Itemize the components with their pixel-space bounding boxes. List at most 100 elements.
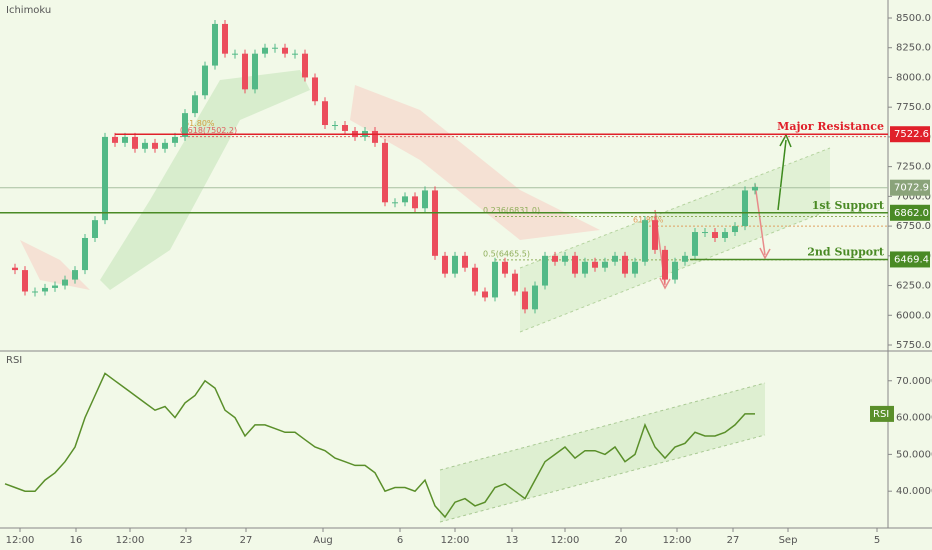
candle bbox=[182, 113, 188, 137]
price-tag-label: 7072.9 bbox=[894, 183, 929, 194]
price-tag bbox=[890, 126, 930, 143]
candle bbox=[442, 255, 448, 274]
candle bbox=[712, 232, 718, 238]
rsi-channel bbox=[440, 383, 765, 522]
candle bbox=[282, 47, 288, 54]
candle bbox=[272, 47, 278, 49]
level-name: 1st Support bbox=[812, 199, 885, 212]
x-tick-label: 13 bbox=[506, 535, 519, 546]
candle bbox=[642, 220, 648, 262]
y-tick-label: 40.0000 bbox=[896, 486, 932, 497]
candle bbox=[452, 255, 458, 274]
candle bbox=[152, 142, 158, 149]
candle bbox=[62, 279, 68, 286]
candle bbox=[342, 125, 348, 131]
candle bbox=[522, 291, 528, 310]
y-tick-label: 8500.0 bbox=[896, 13, 931, 24]
channel-line bbox=[439, 434, 766, 523]
arrow-head bbox=[779, 133, 792, 148]
x-tick-label: Sep bbox=[779, 535, 798, 546]
candle bbox=[312, 77, 318, 102]
chart-title: Ichimoku bbox=[6, 5, 51, 16]
fib-label: 0.236(6831.0) bbox=[483, 206, 540, 215]
cloud bbox=[100, 70, 310, 290]
candle bbox=[432, 190, 438, 256]
rsi-line bbox=[4, 372, 755, 519]
candle bbox=[92, 220, 98, 238]
candle bbox=[32, 291, 38, 293]
candle bbox=[202, 65, 208, 96]
level-name: 2nd Support bbox=[807, 245, 885, 258]
candle bbox=[662, 249, 668, 280]
candle bbox=[332, 125, 338, 127]
fib-label: 0.5(6465.5) bbox=[483, 249, 530, 258]
x-tick-label: 12:00 bbox=[441, 535, 470, 546]
candle bbox=[612, 255, 618, 262]
candle bbox=[422, 190, 428, 209]
price-tag-label: 6469.4 bbox=[894, 254, 929, 265]
y-tick-label: 6250.0 bbox=[896, 281, 931, 292]
channel-line bbox=[519, 209, 831, 333]
candle bbox=[42, 287, 48, 292]
candle bbox=[732, 226, 738, 233]
candle bbox=[112, 136, 118, 143]
channel-line bbox=[439, 382, 766, 471]
candle bbox=[162, 142, 168, 149]
candle bbox=[392, 202, 398, 204]
candle bbox=[652, 220, 658, 250]
candle bbox=[582, 261, 588, 274]
candle bbox=[222, 23, 228, 54]
fib-pct: 61.80% bbox=[184, 119, 215, 128]
x-tick-label: 5 bbox=[874, 535, 880, 546]
candle bbox=[602, 261, 608, 268]
rsi-badge-label: RSI bbox=[873, 409, 889, 420]
x-tick-label: 6 bbox=[397, 535, 403, 546]
candle bbox=[532, 285, 538, 310]
candle bbox=[142, 142, 148, 149]
y-tick-label: 6750.0 bbox=[896, 221, 931, 232]
candle bbox=[752, 186, 758, 191]
x-tick-label: 23 bbox=[180, 535, 193, 546]
y-tick-label: 50.0000 bbox=[896, 449, 932, 460]
x-tick-label: 12:00 bbox=[6, 535, 35, 546]
candle bbox=[122, 136, 128, 143]
candle bbox=[132, 136, 138, 149]
candle bbox=[102, 136, 108, 221]
candle bbox=[52, 285, 58, 288]
x-tick-label: 27 bbox=[727, 535, 740, 546]
price-tag bbox=[890, 179, 930, 196]
candle bbox=[382, 142, 388, 203]
candle bbox=[722, 232, 728, 238]
rsi-badge bbox=[870, 405, 894, 422]
candle bbox=[22, 270, 28, 292]
candle bbox=[322, 101, 328, 126]
price-tag bbox=[890, 204, 930, 221]
candle bbox=[262, 47, 268, 54]
y-tick-label: 5750.0 bbox=[896, 340, 931, 351]
candle bbox=[702, 232, 708, 234]
candle bbox=[592, 261, 598, 268]
candle bbox=[542, 255, 548, 286]
arrow bbox=[777, 139, 787, 211]
candle bbox=[682, 255, 688, 262]
candle bbox=[562, 255, 568, 262]
candle bbox=[292, 53, 298, 55]
candle bbox=[692, 232, 698, 256]
candle bbox=[512, 273, 518, 292]
y-tick-label: 8000.0 bbox=[896, 72, 931, 83]
fib-label: 61.80% bbox=[633, 216, 664, 225]
candle bbox=[672, 261, 678, 280]
x-tick-label: 12:00 bbox=[551, 535, 580, 546]
price-tag-label: 7522.6 bbox=[894, 129, 929, 140]
candle bbox=[492, 261, 498, 298]
indicator-title: RSI bbox=[6, 355, 22, 366]
y-tick-label: 60.0000 bbox=[896, 413, 932, 424]
candle bbox=[192, 95, 198, 114]
candle bbox=[172, 136, 178, 143]
candle bbox=[502, 261, 508, 274]
candle bbox=[72, 270, 78, 280]
candle bbox=[482, 291, 488, 298]
y-tick-label: 7000.0 bbox=[896, 191, 931, 202]
x-tick-label: Aug bbox=[313, 535, 333, 546]
candle bbox=[552, 255, 558, 262]
